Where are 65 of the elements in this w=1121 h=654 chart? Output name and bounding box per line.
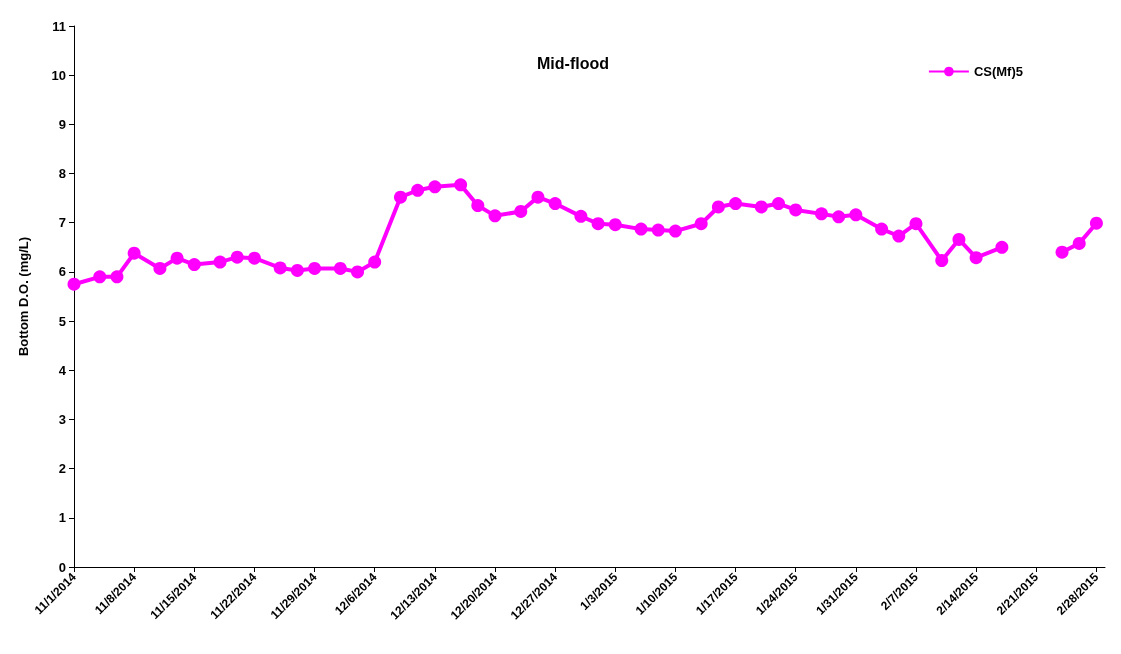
point <box>67 277 81 291</box>
point <box>290 263 304 277</box>
point <box>668 224 682 238</box>
point <box>574 209 588 223</box>
y-tick-label: 6 <box>58 264 66 280</box>
point <box>814 207 828 221</box>
y-tick-label: 8 <box>58 166 66 182</box>
point <box>729 197 743 211</box>
point <box>832 210 846 224</box>
point <box>849 208 863 222</box>
point <box>694 217 708 231</box>
point <box>308 261 322 275</box>
point <box>351 265 365 279</box>
point <box>711 200 725 214</box>
point <box>411 183 425 197</box>
point <box>608 218 622 232</box>
point <box>1072 236 1086 250</box>
point <box>651 223 665 237</box>
point <box>909 217 923 231</box>
point <box>428 180 442 194</box>
point <box>333 261 347 275</box>
point <box>93 270 107 284</box>
text: Mid-flood <box>537 54 609 72</box>
y-tick-label: 9 <box>58 116 66 132</box>
y-tick-label: 10 <box>51 67 66 83</box>
point <box>153 261 167 275</box>
point <box>995 240 1009 254</box>
y-tick-label: 4 <box>58 362 67 378</box>
y-tick-label: 7 <box>58 215 66 231</box>
y-tick-label: 3 <box>58 411 66 427</box>
y-tick-label: 2 <box>58 461 66 477</box>
point <box>892 229 906 243</box>
point <box>634 222 648 236</box>
point <box>187 258 201 272</box>
point <box>772 197 786 211</box>
point <box>170 251 184 265</box>
y-axis-title: Bottom D.O. (mg/L) <box>16 236 31 357</box>
legend-label: CS(Mf)5 <box>973 64 1023 79</box>
point <box>127 246 141 260</box>
point <box>935 254 949 268</box>
point <box>273 261 287 275</box>
point <box>230 250 244 264</box>
point <box>471 199 485 213</box>
point <box>591 217 605 231</box>
point <box>110 270 124 284</box>
point <box>789 203 803 217</box>
y-tick-label: 5 <box>58 313 66 329</box>
point <box>394 190 407 204</box>
point <box>514 204 528 218</box>
y-tick-label: 1 <box>58 510 66 526</box>
y-tick-label: 0 <box>58 559 66 575</box>
y-tick-label: 11 <box>52 18 66 34</box>
point <box>1089 216 1103 230</box>
point <box>531 190 545 204</box>
point <box>754 200 768 214</box>
point <box>969 251 983 265</box>
point <box>368 255 382 269</box>
point <box>247 251 261 265</box>
point <box>213 255 227 269</box>
point <box>875 222 889 236</box>
point <box>1055 245 1069 259</box>
point <box>952 232 966 246</box>
point <box>454 178 468 192</box>
point <box>548 197 562 211</box>
point <box>488 209 502 223</box>
